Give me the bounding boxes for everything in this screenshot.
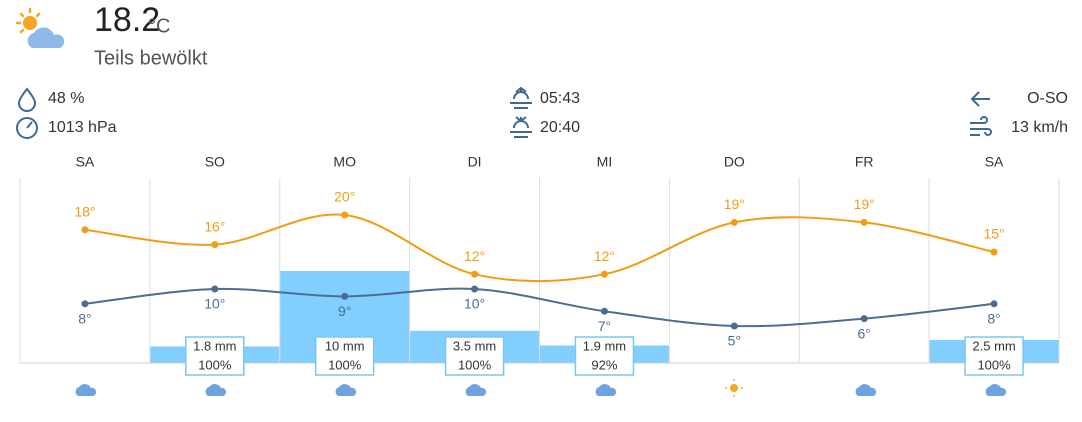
temperature-point: [600, 307, 608, 315]
temperature-label: 15°: [983, 226, 1004, 242]
temperature-label: 19°: [854, 196, 875, 212]
day-label: SO: [205, 154, 225, 170]
precipitation-amount: 1.9 mm: [583, 338, 626, 353]
wind-direction: O-SO: [1027, 90, 1068, 107]
temperature-point: [471, 270, 479, 278]
temperature-label: 6°: [857, 325, 870, 341]
day-label: SA: [985, 154, 1004, 170]
temperature-label: 8°: [987, 311, 1000, 327]
temperature-label: 7°: [598, 318, 611, 334]
temperature-point: [81, 300, 89, 308]
sunset: 20:40: [540, 119, 580, 136]
wind-direction-icon: [970, 91, 990, 107]
temperature-label: 12°: [594, 248, 615, 264]
precipitation-box: [964, 336, 1024, 376]
day-label: DI: [468, 154, 482, 170]
precipitation-probability: 100%: [328, 357, 362, 372]
temperature: 18.2: [94, 1, 160, 39]
pressure-icon: [16, 117, 38, 139]
temperature-label: 16°: [204, 218, 225, 234]
temperature-label: 10°: [204, 296, 225, 312]
precipitation-probability: 92%: [591, 357, 617, 372]
wind-speed: 13 km/h: [1011, 119, 1068, 136]
day-label: MI: [597, 154, 613, 170]
precipitation-amount: 1.8 mm: [193, 338, 236, 353]
daily-icons: [75, 379, 1007, 397]
sunrise-icon: [510, 86, 532, 109]
precipitation-box: [314, 336, 375, 376]
day-label: MO: [333, 154, 356, 170]
temperature-point: [341, 292, 349, 300]
temperature-label: 18°: [74, 204, 95, 220]
weather-icon: [15, 7, 65, 48]
precipitation-box: [444, 336, 505, 376]
humidity: 48 %: [48, 90, 84, 107]
temperature-point: [211, 241, 219, 249]
sunrise: 05:43: [540, 90, 580, 107]
temperature-label: 5°: [728, 333, 741, 349]
condition: Teils bewölkt: [94, 47, 208, 69]
temperature-point: [341, 211, 349, 219]
temperature-point: [81, 226, 89, 234]
temperature-point: [860, 315, 868, 323]
day-label: FR: [855, 154, 874, 170]
pressure: 1013 hPa: [48, 119, 117, 136]
temperature-label: 12°: [464, 248, 485, 264]
precipitation-probability: 100%: [458, 357, 492, 372]
precipitation-amount: 10 mm: [325, 338, 365, 353]
temperature-point: [730, 322, 738, 330]
temperature-point: [600, 270, 608, 278]
precipitation-box: [574, 336, 635, 376]
temperature-label: 10°: [464, 296, 485, 312]
temperature-point: [990, 248, 998, 256]
precipitation-probability: 100%: [198, 357, 232, 372]
temperature-point: [730, 218, 738, 226]
temperature-point: [211, 285, 219, 293]
forecast-chart: SA SO MO DI MI DO FR SA 18° 16° 20° 12° 12° 19° 19° 15°…: [19, 154, 1060, 376]
temperature-unit: °C: [148, 15, 170, 37]
precipitation-box: [185, 336, 245, 376]
precipitation-amount: 2.5 mm: [972, 338, 1015, 353]
day-label: SA: [76, 154, 95, 170]
temperature-line: [84, 287, 995, 328]
temperature-label: 19°: [724, 196, 745, 212]
precipitation-amount: 3.5 mm: [453, 338, 496, 353]
temperature-point: [860, 218, 868, 226]
humidity-icon: [17, 87, 37, 112]
temperature-line: [84, 213, 995, 283]
temperature-point: [471, 285, 479, 293]
temperature-label: 8°: [78, 311, 91, 327]
sunset-icon: [510, 116, 532, 138]
day-label: DO: [724, 154, 745, 170]
temperature-label: 9°: [338, 303, 351, 319]
temperature-label: 20°: [334, 189, 355, 205]
wind-icon: [970, 116, 992, 136]
precipitation-probability: 100%: [977, 357, 1011, 372]
temperature-point: [990, 300, 998, 308]
